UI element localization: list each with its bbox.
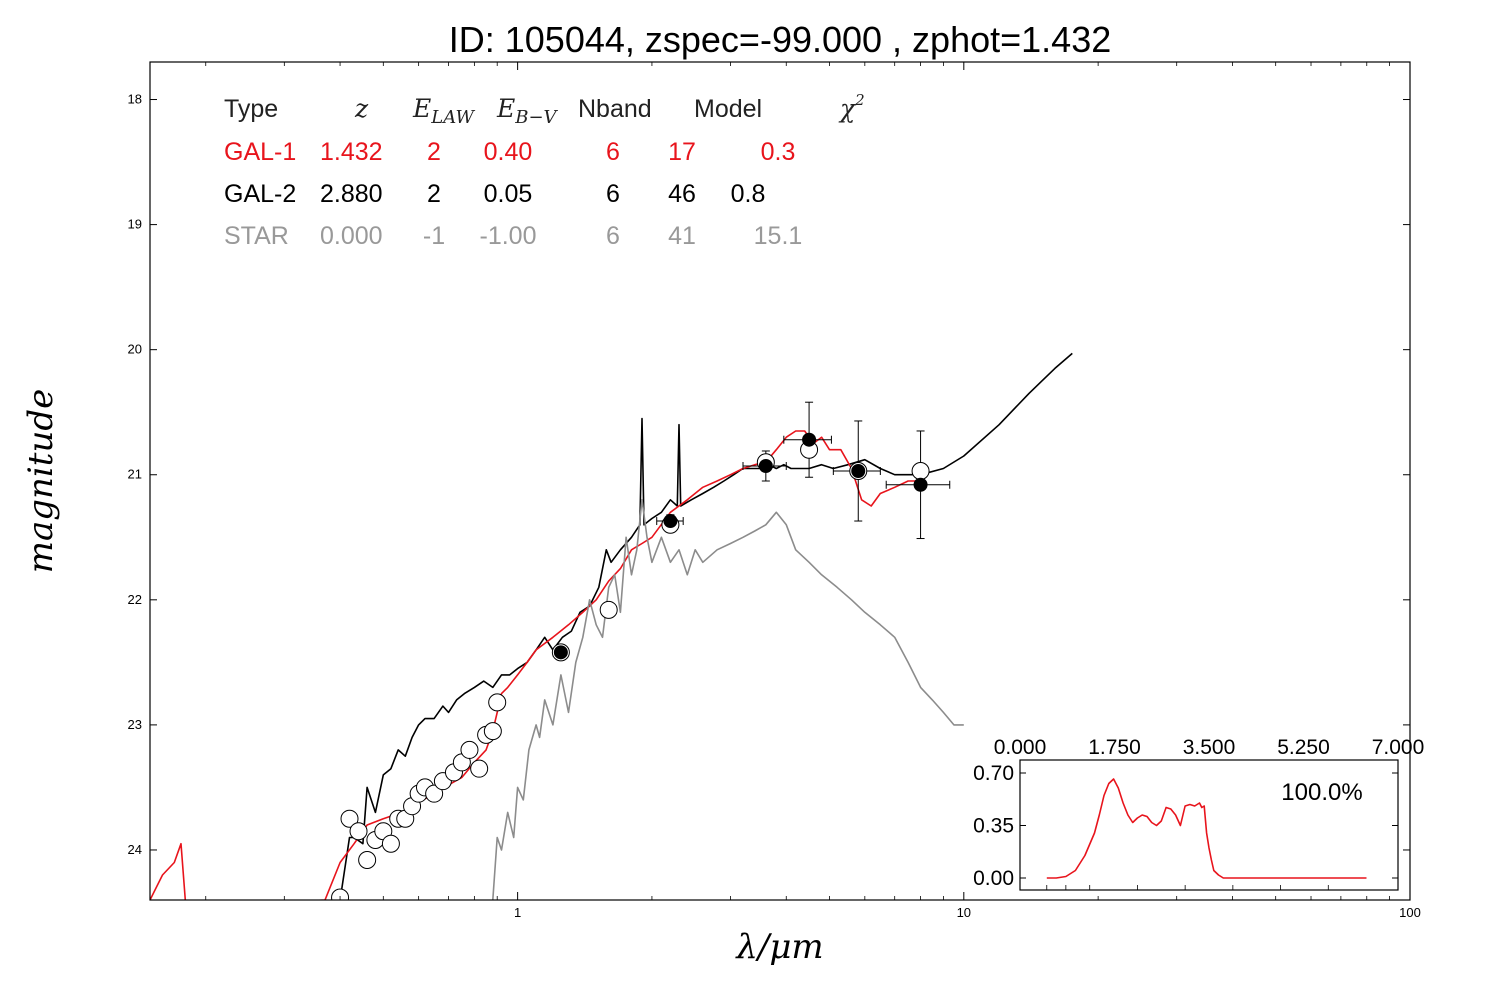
table-cell-ebv: -1.00 [480,222,537,250]
table-cell-type: GAL-1 [224,138,296,166]
table-cell-chi2: 0.3 [761,138,796,166]
table-header-ebv-sub: B−V [514,107,558,128]
table-header-ebv: EB−V [496,94,559,128]
table-header-model: Model [694,95,762,123]
model-photometry-point [381,834,400,853]
table-header-z: z [354,94,369,123]
table-cell-chi2: 15.1 [754,222,803,250]
series-line-star [492,498,964,900]
redshift-pdf-inset: 0.000 1.750 3.500 5.250 7.000 0.70 0.35 0.00 1… [973,736,1425,891]
inset-y-tick-label: 0.70 [973,762,1014,785]
inset-y-tick-label: 0.35 [973,815,1014,838]
table-cell-elaw: -1 [423,222,445,250]
model-photometry-point [470,759,489,778]
observed-photometry-point [663,514,678,529]
table-header-ebv-main: E [496,94,515,123]
x-axis-ticks: 1 10 100 [205,62,1421,920]
inset-frame [1019,759,1399,891]
inset-x-ticks: 0.000 1.750 3.500 5.250 7.000 [994,736,1425,890]
table-cell-ebv: 0.40 [484,138,533,166]
table-cell-z: 0.000 [320,222,383,250]
table-header-chi2: χ2 [838,91,865,123]
y-tick-label: 21 [128,467,142,482]
series-line-gal1 [150,430,921,900]
observed-photometry-point [758,458,773,473]
table-cell-model: 41 [668,222,696,250]
plot-frame [149,61,1411,901]
y-tick-label: 20 [128,342,142,357]
model-photometry-point [460,740,479,759]
inset-x-tick-label: 7.000 [1372,736,1425,759]
table-cell-type: STAR [224,222,289,250]
y-tick-label: 24 [128,842,142,857]
x-tick-label: 10 [957,905,971,920]
table-header-elaw-main: E [412,94,431,123]
table-header-elaw: ELAW [412,94,475,128]
table-cell-z: 1.432 [320,138,383,166]
table-header-chi2-sup: 2 [854,91,865,109]
fit-table: Type z ELAW EB−V Nband Model χ2 GAL-1 1.4… [224,91,865,250]
inset-x-tick-label: 0.000 [994,736,1047,759]
table-cell-model: 17 [668,138,696,166]
observed-photometry-point [802,432,817,447]
x-tick-label: 1 [514,905,521,920]
table-header-nband: Nband [578,95,652,123]
inset-x-tick-label: 3.500 [1183,736,1236,759]
x-tick-label: 100 [1399,905,1421,920]
x-axis-label: λ/μm [734,927,823,967]
table-cell-chi2: 0.8 [731,180,766,208]
photometry-points [331,401,951,900]
series-line-gal2 [339,352,1073,900]
inset-pdf-line [1046,778,1367,879]
model-photometry-point [599,600,618,619]
inset-y-tick-label: 0.00 [973,867,1014,890]
model-photometry-point [488,693,507,712]
table-header-chi2-main: χ [838,94,857,123]
inset-probability-label: 100.0% [1281,779,1362,806]
model-photometry-point [340,809,359,828]
model-photometry-point [349,822,368,841]
table-cell-nband: 6 [606,222,620,250]
model-photometry-point [331,888,350,900]
y-tick-label: 23 [128,717,142,732]
table-cell-type: GAL-2 [224,180,296,208]
series-group [150,352,1073,900]
observed-photometry-point [913,477,928,492]
y-tick-label: 22 [128,592,142,607]
inset-y-ticks: 0.70 0.35 0.00 [973,762,1398,890]
model-photometry-point [425,784,444,803]
table-cell-elaw: 2 [427,138,441,166]
table-cell-elaw: 2 [427,180,441,208]
inset-x-tick-label: 1.750 [1088,736,1141,759]
table-header-elaw-sub: LAW [430,107,475,128]
table-cell-z: 2.880 [320,180,383,208]
y-axis-label: magnitude [21,389,61,574]
table-cell-nband: 6 [606,180,620,208]
model-photometry-point [911,461,930,480]
table-cell-ebv: 0.05 [484,180,533,208]
observed-photometry-point [851,463,866,478]
y-tick-label: 19 [128,217,142,232]
y-tick-label: 18 [128,92,142,107]
chart-title: ID: 105044, zspec=-99.000 , zphot=1.432 [449,19,1111,60]
table-cell-model: 46 [668,180,696,208]
model-photometry-point [358,850,377,869]
model-photometry-point [483,722,502,741]
inset-x-tick-label: 5.250 [1277,736,1330,759]
table-rows: GAL-1 1.432 2 0.40 6 17 0.3 GAL-2 2.880 2 0.05 6 46 0… [224,138,802,250]
observed-photometry-point [553,645,568,660]
table-header-type: Type [224,95,278,123]
table-cell-nband: 6 [606,138,620,166]
inset-series-group [1046,778,1367,879]
